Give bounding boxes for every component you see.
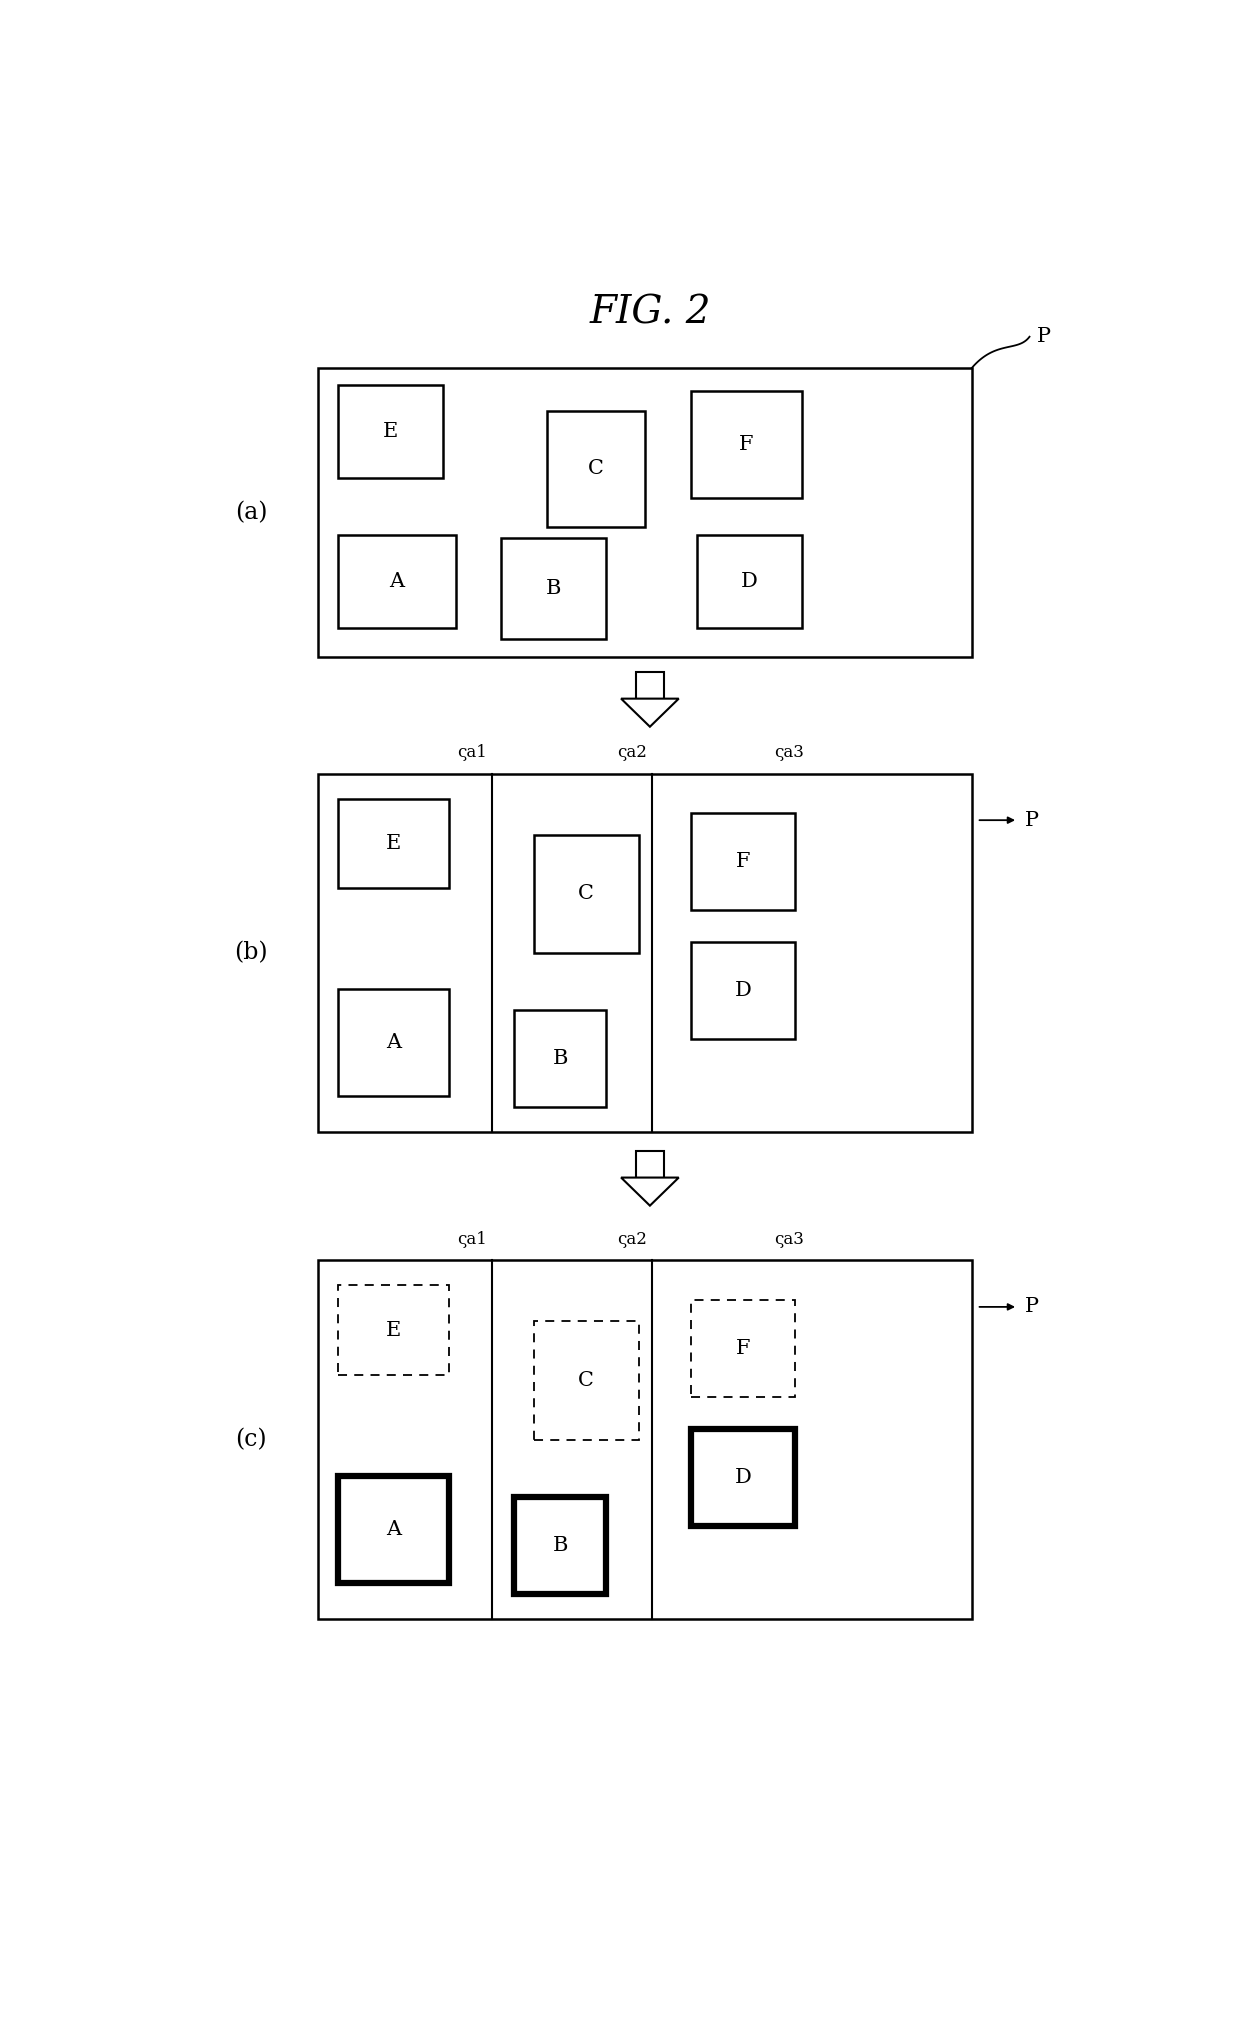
Text: B: B: [553, 1536, 568, 1556]
Text: D: D: [734, 981, 751, 1001]
Bar: [339, 535, 455, 628]
Text: P: P: [1024, 1297, 1039, 1317]
Bar: [691, 1301, 795, 1396]
Text: (a): (a): [234, 500, 268, 525]
Bar: [339, 1475, 449, 1582]
Text: ςa3: ςa3: [774, 744, 804, 762]
Text: P: P: [1024, 810, 1039, 831]
Bar: [534, 835, 639, 952]
Text: (c): (c): [236, 1428, 267, 1451]
Text: E: E: [386, 1321, 402, 1339]
Bar: [339, 798, 449, 887]
Bar: [501, 539, 606, 640]
Text: (b): (b): [234, 942, 268, 964]
Text: B: B: [546, 579, 562, 598]
Text: ςa2: ςa2: [618, 1230, 647, 1248]
Bar: [319, 1260, 972, 1619]
Bar: [319, 369, 972, 656]
Bar: [635, 1151, 665, 1177]
Bar: [691, 812, 795, 910]
Bar: [691, 391, 802, 498]
Text: A: A: [386, 1520, 401, 1540]
Bar: [534, 1321, 639, 1440]
Bar: [691, 942, 795, 1039]
Text: FIG. 2: FIG. 2: [589, 296, 711, 332]
Text: ςa1: ςa1: [456, 1230, 487, 1248]
Bar: [339, 1284, 449, 1376]
Bar: [339, 385, 443, 478]
Text: B: B: [553, 1049, 568, 1068]
Text: C: C: [578, 883, 594, 904]
Text: F: F: [735, 1339, 750, 1357]
Bar: [635, 673, 665, 699]
Polygon shape: [621, 699, 678, 727]
Text: F: F: [735, 853, 750, 871]
Bar: [319, 774, 972, 1133]
Bar: [697, 535, 802, 628]
Text: P: P: [1037, 328, 1052, 346]
Polygon shape: [621, 1177, 678, 1205]
Text: E: E: [383, 421, 398, 442]
Bar: [515, 1011, 606, 1108]
Text: C: C: [578, 1372, 594, 1390]
Text: ςa1: ςa1: [456, 744, 487, 762]
Text: C: C: [588, 460, 604, 478]
Text: ςa3: ςa3: [774, 1230, 804, 1248]
Text: A: A: [389, 571, 404, 592]
Text: F: F: [739, 436, 754, 454]
Bar: [547, 411, 645, 527]
Text: A: A: [386, 1033, 401, 1051]
Bar: [339, 989, 449, 1096]
Text: D: D: [742, 571, 758, 592]
Text: E: E: [386, 835, 402, 853]
Text: D: D: [734, 1467, 751, 1487]
Bar: [691, 1428, 795, 1526]
Bar: [515, 1497, 606, 1594]
Text: ςa2: ςa2: [618, 744, 647, 762]
